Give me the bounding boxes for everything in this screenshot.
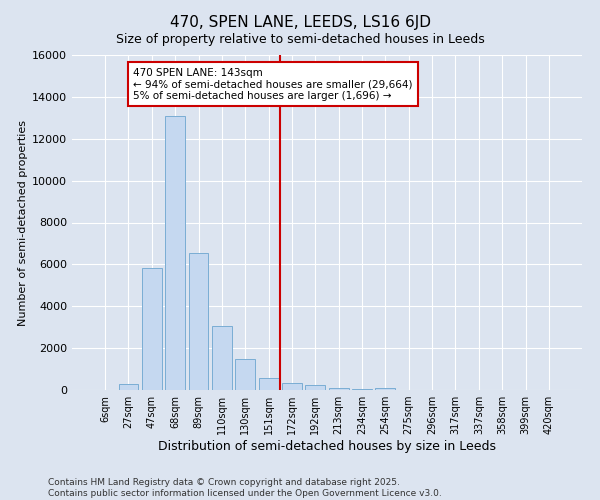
Bar	[259, 378, 278, 390]
Bar	[212, 326, 232, 390]
Bar	[165, 116, 185, 390]
Bar	[142, 268, 162, 390]
Bar	[282, 382, 302, 390]
X-axis label: Distribution of semi-detached houses by size in Leeds: Distribution of semi-detached houses by …	[158, 440, 496, 453]
Bar	[119, 384, 139, 390]
Y-axis label: Number of semi-detached properties: Number of semi-detached properties	[18, 120, 28, 326]
Bar	[329, 388, 349, 390]
Bar	[235, 358, 255, 390]
Bar	[305, 386, 325, 390]
Text: Size of property relative to semi-detached houses in Leeds: Size of property relative to semi-detach…	[116, 32, 484, 46]
Text: Contains HM Land Registry data © Crown copyright and database right 2025.
Contai: Contains HM Land Registry data © Crown c…	[48, 478, 442, 498]
Bar	[352, 389, 372, 390]
Bar	[188, 253, 208, 390]
Bar	[376, 388, 395, 390]
Text: 470 SPEN LANE: 143sqm
← 94% of semi-detached houses are smaller (29,664)
5% of s: 470 SPEN LANE: 143sqm ← 94% of semi-deta…	[133, 68, 413, 101]
Text: 470, SPEN LANE, LEEDS, LS16 6JD: 470, SPEN LANE, LEEDS, LS16 6JD	[170, 15, 431, 30]
